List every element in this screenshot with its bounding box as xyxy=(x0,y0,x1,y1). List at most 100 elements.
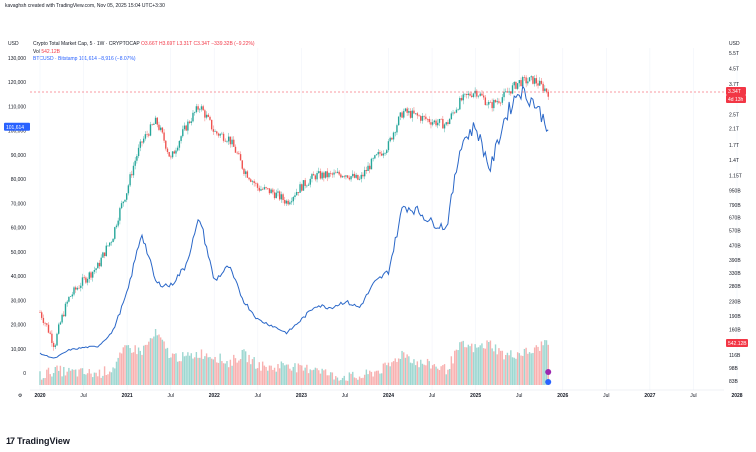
volume-bar xyxy=(431,365,434,385)
volume-bar xyxy=(464,347,466,385)
volume-bar xyxy=(338,380,340,385)
candle-body xyxy=(154,117,157,124)
volume-bar xyxy=(316,368,318,385)
volume-bar xyxy=(462,340,464,385)
candle-body xyxy=(200,106,203,110)
candle-body xyxy=(420,116,422,121)
volume-bar xyxy=(57,370,60,385)
right-tick-label: 390B xyxy=(729,258,741,264)
candle-body xyxy=(129,174,131,186)
candle-body xyxy=(306,185,308,187)
volume-bar xyxy=(268,365,271,385)
volume-bar xyxy=(414,365,417,385)
candle-body xyxy=(292,197,294,202)
tradingview-logo[interactable]: 17 TradingView xyxy=(6,436,70,446)
volume-bar xyxy=(369,370,371,385)
candle-body xyxy=(447,122,449,125)
candle-body xyxy=(462,94,464,101)
volume-bar xyxy=(97,376,99,385)
volume-bar xyxy=(311,370,313,385)
legend-main[interactable]: Crypto Total Market Cap, 5 · 1W · CRYPTO… xyxy=(33,41,255,47)
candle-body xyxy=(540,80,543,84)
candle-body xyxy=(204,110,206,118)
candle-body xyxy=(508,91,510,93)
candle-body xyxy=(258,187,260,191)
candle-body xyxy=(255,183,257,184)
candle-body xyxy=(389,137,391,142)
right-tick-label: 4.5T xyxy=(729,67,739,73)
candle-body xyxy=(81,277,84,286)
volume-bar xyxy=(47,367,50,385)
x-tick-label: Jul xyxy=(516,393,522,399)
x-tick-label: 2028 xyxy=(731,393,742,399)
event-markers[interactable] xyxy=(545,369,552,385)
event-marker-icon xyxy=(545,369,552,375)
volume-bar xyxy=(309,369,311,385)
volume-bar xyxy=(42,378,45,385)
volume-bar xyxy=(435,366,437,385)
volume-bar xyxy=(117,357,119,385)
candle-body xyxy=(127,185,130,194)
candle-body xyxy=(384,152,386,154)
legend-btc[interactable]: BTCUSD · Bitstamp 101,614 −8,916 (−8.07%… xyxy=(33,56,136,62)
volume-bar xyxy=(428,361,430,385)
candle-body xyxy=(396,125,398,133)
volume-bar xyxy=(161,339,164,385)
volume-bar xyxy=(90,373,92,385)
volume-bar xyxy=(528,352,531,385)
volume-bar xyxy=(168,358,170,385)
volume-bar xyxy=(182,352,184,385)
volume-bar xyxy=(251,359,254,385)
volume-bar xyxy=(285,364,288,385)
volume-bar xyxy=(491,348,493,385)
volume-bar xyxy=(105,375,107,385)
volume-bar xyxy=(255,368,257,385)
volume-bar xyxy=(545,340,548,385)
volume-bar xyxy=(326,375,328,385)
candle-body xyxy=(348,177,351,180)
candle-body xyxy=(234,146,237,153)
volume-bar xyxy=(108,371,111,385)
candle-body xyxy=(192,112,194,122)
candle-body xyxy=(66,301,68,304)
candle-body xyxy=(97,262,99,269)
volume-bar xyxy=(498,348,500,385)
candle-body xyxy=(236,152,238,154)
volume-bar xyxy=(226,361,228,385)
volume-bar xyxy=(190,353,192,385)
candle-body xyxy=(481,93,483,96)
volume-bar xyxy=(125,345,128,385)
candle-body xyxy=(71,294,73,297)
volume-bar xyxy=(482,348,485,385)
volume-bar xyxy=(426,358,429,385)
left-tick-label: 120,000 xyxy=(8,80,26,86)
volume-bar xyxy=(408,356,410,385)
candle-body xyxy=(272,189,274,193)
candle-body xyxy=(98,262,101,267)
tradingview-wordmark: TradingView xyxy=(17,436,70,446)
candle-body xyxy=(159,127,162,130)
volume-bar xyxy=(185,355,187,385)
volume-bar xyxy=(465,347,468,385)
volume-bar xyxy=(503,359,505,385)
tradingview-mark-icon: 17 xyxy=(6,436,15,446)
volume-bar xyxy=(392,361,395,385)
candle-body xyxy=(136,156,138,161)
candle-body xyxy=(202,106,204,111)
candle-body xyxy=(542,83,544,91)
candle-body xyxy=(294,195,296,198)
volume-bar xyxy=(120,353,123,385)
candle-body xyxy=(51,333,53,343)
volume-bar xyxy=(270,365,272,385)
volume-bar xyxy=(258,362,260,385)
candle-body xyxy=(321,172,323,179)
volume-bar xyxy=(277,364,279,385)
legend-volume[interactable]: Vol 542.12B xyxy=(33,49,60,55)
candle-body xyxy=(318,171,320,174)
candle-body xyxy=(57,324,60,334)
volume-bar xyxy=(469,346,471,385)
candle-body xyxy=(125,193,128,200)
volume-bar xyxy=(100,377,102,385)
volume-bar xyxy=(362,377,364,385)
